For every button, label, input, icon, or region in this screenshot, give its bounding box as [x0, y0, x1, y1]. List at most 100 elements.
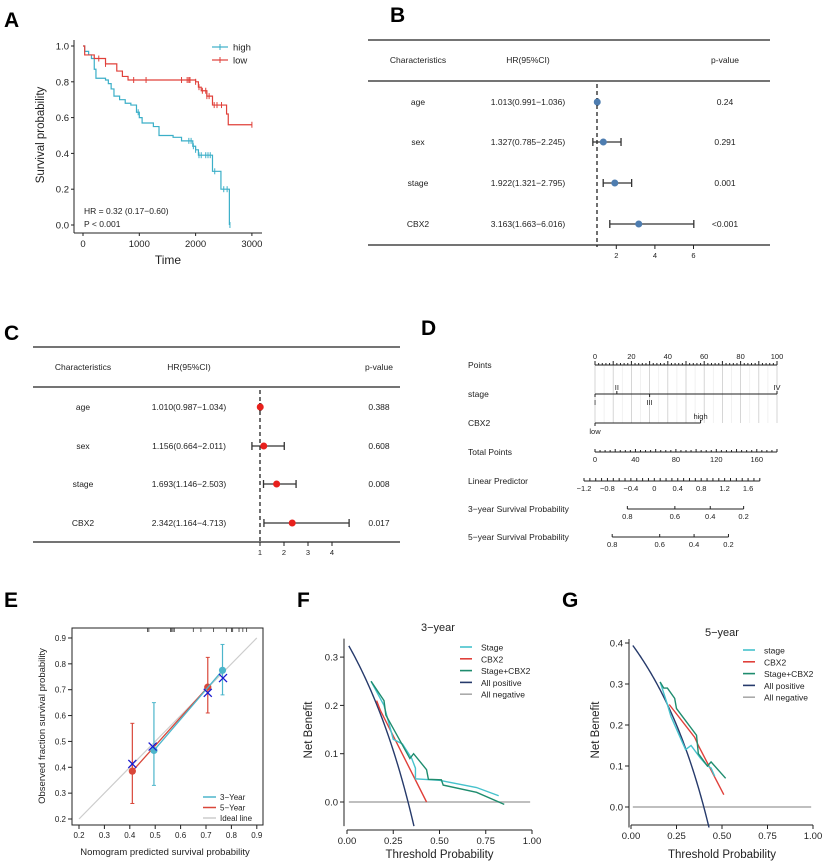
f-legend-label: Stage+CBX2: [481, 666, 531, 676]
c-row-label: CBX2: [72, 518, 94, 528]
g-curve-all-positive: [632, 645, 710, 828]
d-stage-level-label: I: [594, 398, 596, 407]
e-point-3−Year: [218, 666, 227, 674]
d-row-label-surv3: 3−year Survival Probability: [468, 504, 570, 514]
d-cbx2-level-label: low: [589, 427, 601, 436]
panel-label-f: F: [297, 589, 310, 612]
d-linear-predictor-tick-label: −1.2: [577, 484, 592, 493]
d-row-label-linear_predictor: Linear Predictor: [468, 476, 528, 486]
a-legend-label-low: low: [233, 56, 247, 67]
c-hr-point: [260, 442, 268, 450]
c-x-tick-label: 4: [330, 548, 334, 557]
f-y-tick-label: 0.0: [325, 798, 338, 809]
c-row-p-value: 0.608: [368, 441, 390, 451]
b-row-p-value: 0.291: [714, 137, 736, 147]
d-row-label-cbx2: CBX2: [468, 418, 490, 428]
b-hr-point: [599, 138, 607, 146]
b-row-hr-ci: 1.013(0.991−1.036): [491, 97, 566, 107]
e-x-tick-label: 0.6: [175, 831, 187, 840]
g-y-tick-label: 0.3: [610, 680, 623, 691]
a-y-tick-label: 0.8: [56, 77, 69, 88]
e-bias-corrected-x-mark: [127, 759, 137, 769]
g-legend-label: stage: [764, 646, 785, 656]
g-chart-title: 5−year: [705, 627, 739, 639]
b-header-hr: HR(95%CI): [506, 55, 550, 65]
d-points-tick-label: 0: [593, 352, 597, 361]
panel-label-a: A: [4, 9, 19, 32]
a-x-tick-label: 0: [80, 239, 85, 250]
b-hr-point: [635, 220, 643, 228]
d-points-tick-label: 60: [700, 352, 708, 361]
panel-label-b: B: [390, 4, 405, 27]
e-point-5−Year: [128, 767, 136, 775]
a-y-tick-label: 0.2: [56, 185, 69, 196]
d-linear-predictor-tick-label: −0.4: [623, 484, 638, 493]
d-row-label-total_points: Total Points: [468, 447, 512, 457]
f-y-tick-label: 0.1: [325, 749, 338, 760]
c-row-hr-ci: 1.010(0.987−1.034): [152, 402, 227, 412]
c-row-hr-ci: 1.156(0.664−2.011): [152, 441, 226, 451]
a-legend-label-high: high: [233, 43, 251, 54]
f-x-tick-label: 0.25: [384, 836, 403, 847]
d-total-points-tick-label: 120: [710, 455, 723, 464]
e-calibration-line-5−Year: [131, 686, 209, 772]
d-row-label-stage: stage: [468, 389, 489, 399]
d-points-tick-label: 100: [771, 352, 784, 361]
g-curve-stage-cbx2: [659, 681, 727, 779]
a-x-tick-label: 1000: [129, 239, 150, 250]
e-point-3−Year: [150, 746, 158, 755]
d-cbx2-level-label: high: [693, 412, 707, 421]
g-x-tick-label: 1.00: [804, 831, 823, 842]
e-y-tick-label: 0.6: [55, 712, 67, 721]
f-chart-title: 3−year: [421, 622, 455, 634]
f-legend-label: Stage: [481, 643, 503, 653]
d-points-tick-label: 40: [664, 352, 672, 361]
c-header-hr: HR(95%CI): [167, 362, 211, 372]
f-y-tick-label: 0.2: [325, 701, 338, 712]
g-curve-stage: [659, 681, 716, 777]
c-row-p-value: 0.008: [368, 479, 390, 489]
b-x-tick-label: 6: [691, 251, 695, 260]
f-x-tick-label: 1.00: [523, 836, 542, 847]
g-y-tick-label: 0.4: [610, 639, 623, 650]
b-x-tick-label: 2: [614, 251, 618, 260]
a-x-axis-title: Time: [155, 253, 182, 267]
f-curve-all-positive: [348, 645, 415, 827]
g-x-tick-label: 0.00: [622, 831, 641, 842]
g-legend-label: Stage+CBX2: [764, 669, 814, 679]
f-legend-label: CBX2: [481, 654, 503, 664]
c-header-p-value: p-value: [365, 362, 393, 372]
c-row-p-value: 0.017: [368, 518, 390, 528]
f-x-tick-label: 0.50: [430, 836, 449, 847]
d-linear-predictor-tick-label: 0: [652, 484, 656, 493]
g-y-axis-title: Net Benefit: [590, 701, 602, 759]
e-x-tick-label: 0.7: [200, 831, 212, 840]
a-km-curve-high: [83, 45, 230, 225]
c-row-label: age: [76, 402, 90, 412]
g-legend-label: All positive: [764, 681, 805, 691]
a-km-curve-low: [83, 45, 252, 126]
a-y-tick-label: 1.0: [56, 42, 69, 53]
f-curve-stage-cbx2: [370, 680, 505, 806]
b-row-p-value: 0.24: [717, 97, 734, 107]
e-calibration-line-3−Year: [153, 669, 224, 751]
d-linear-predictor-tick-label: 1.6: [743, 484, 753, 493]
panel-label-d: D: [421, 317, 436, 340]
a-p-annotation: P < 0.001: [84, 219, 121, 229]
b-row-label: age: [411, 97, 425, 107]
e-bias-corrected-x-mark: [148, 742, 158, 752]
d-surv5-tick-label: 0.6: [654, 540, 664, 549]
d-points-tick-label: 80: [736, 352, 744, 361]
c-header-characteristics: Characteristics: [55, 362, 111, 372]
d-surv3-tick-label: 0.6: [670, 512, 680, 521]
b-row-p-value: <0.001: [712, 219, 739, 229]
a-y-tick-label: 0.4: [56, 149, 69, 160]
d-row-label-surv5: 5−year Survival Probability: [468, 532, 570, 542]
b-row-hr-ci: 1.922(1.321−2.795): [491, 178, 566, 188]
g-y-tick-label: 0.0: [610, 803, 623, 814]
b-x-tick-label: 4: [653, 251, 657, 260]
a-y-tick-label: 0.6: [56, 113, 69, 124]
c-row-label: sex: [76, 441, 90, 451]
f-x-tick-label: 0.00: [338, 836, 357, 847]
d-total-points-tick-label: 160: [751, 455, 764, 464]
